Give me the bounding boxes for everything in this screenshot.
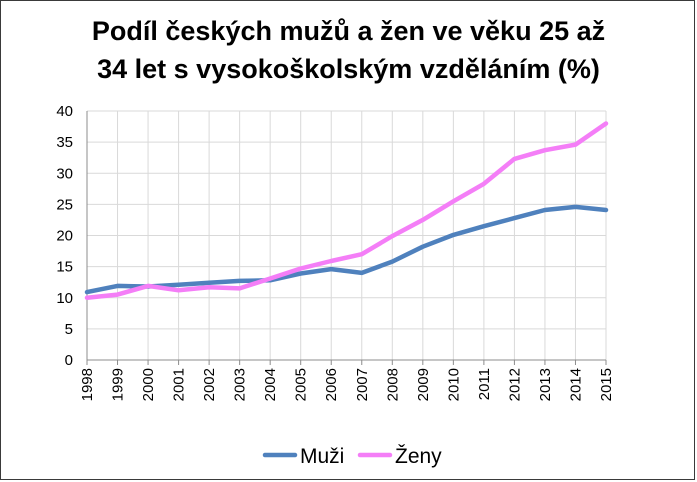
x-tick-label: 2005 [293,368,310,401]
axes [86,111,607,365]
chart-title-line1: Podíl českých mužů a žen ve věku 25 až [91,16,606,46]
x-tick-label: 1998 [79,368,96,401]
y-tick-label: 25 [56,196,73,213]
x-tick-label: 2014 [567,368,584,401]
chart-title: Podíl českých mužů a žen ve věku 25 až 3… [0,12,697,88]
x-tick-label: 2011 [476,368,493,400]
x-tick-label: 2006 [323,368,340,401]
y-tick-label: 30 [56,165,73,182]
legend: Muži Ženy [262,445,442,468]
x-tick-label: 1999 [110,368,127,401]
y-tick-label: 20 [56,228,73,245]
y-tick-label: 35 [56,134,73,151]
x-tick-label: 2002 [201,368,218,401]
x-tick-label: 2001 [171,368,188,401]
x-tick-label: 2004 [262,368,279,401]
x-tick-label: 2000 [140,368,157,401]
legend-label: Muži [300,445,344,468]
x-tick-label: 2008 [384,368,401,401]
x-tick-label: 2012 [506,368,523,401]
y-tick-label: 15 [56,259,73,276]
gridlines [86,110,607,360]
x-tick-label: 2015 [598,368,615,401]
x-tick-label: 2009 [415,368,432,401]
y-tick-label: 0 [65,352,73,369]
y-tick-label: 10 [56,290,73,307]
x-tick-label: 2013 [537,368,554,401]
x-tick-label: 2007 [354,368,371,401]
series-lines [84,121,609,301]
series-line-muzi [84,204,609,295]
legend-label: Ženy [395,445,442,468]
x-tick-label: 2010 [445,368,462,401]
y-tick-label: 40 [56,103,73,120]
y-tick-label: 5 [65,321,73,338]
y-tick-labels: 0 5 10 15 20 25 30 35 40 [56,103,73,369]
x-tick-label: 2003 [232,368,249,401]
series-line-zeny [84,121,609,301]
x-tick-labels: 1998 1999 2000 2001 2002 2003 2004 2005 2006 2007… [79,368,615,401]
chart-title-line2: 34 let s vysokoškolským vzděláním (%) [97,54,600,84]
